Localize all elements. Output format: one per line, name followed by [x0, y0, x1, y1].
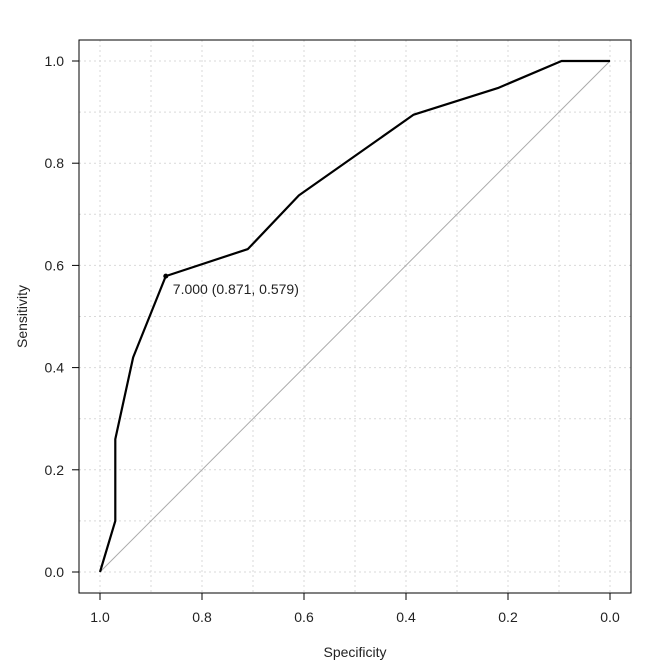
- y-tick-label: 1.0: [45, 53, 65, 69]
- y-tick-label: 0.8: [45, 155, 65, 171]
- highlight-point: [163, 273, 169, 279]
- x-tick-label: 0.2: [498, 609, 518, 625]
- plot-frame: [78, 39, 632, 594]
- y-axis: 0.0 0.2 0.4 0.6 0.8 1.0: [45, 53, 79, 580]
- reference-diagonal-line: [99, 60, 611, 573]
- x-tick-label: 0.0: [600, 609, 620, 625]
- grid: [79, 40, 631, 593]
- y-tick-label: 0.2: [45, 462, 65, 478]
- y-tick-label: 0.0: [45, 564, 65, 580]
- x-tick-label: 0.8: [192, 609, 212, 625]
- x-axis-label: Specificity: [323, 644, 386, 660]
- x-tick-label: 0.4: [396, 609, 416, 625]
- y-axis-label: Sensitivity: [14, 285, 30, 348]
- y-tick-label: 0.6: [45, 257, 65, 273]
- x-tick-label: 0.6: [294, 609, 314, 625]
- x-axis: 1.0 0.8 0.6 0.4 0.2 0.0: [90, 593, 620, 625]
- y-tick-label: 0.4: [45, 360, 65, 376]
- roc-curve-line: [98, 59, 610, 573]
- x-tick-label: 1.0: [90, 609, 110, 625]
- highlight-point-label: 7.000 (0.871, 0.579): [173, 281, 299, 297]
